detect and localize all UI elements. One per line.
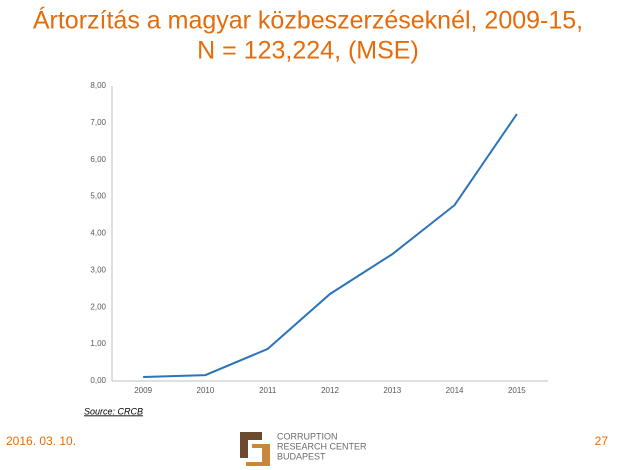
x-tick-label: 2014: [446, 386, 464, 395]
logo-shape: [240, 432, 262, 458]
logo-shape: [246, 444, 270, 466]
y-tick-label: 0,00: [90, 376, 106, 385]
logo-text: RESEARCH CENTER: [277, 441, 367, 451]
x-tick-label: 2015: [508, 386, 526, 395]
x-tick-label: 2009: [134, 386, 152, 395]
x-tick-label: 2013: [383, 386, 401, 395]
logo-text: BUDAPEST: [277, 451, 326, 461]
page-number: 27: [595, 434, 609, 448]
x-tick-label: 2012: [321, 386, 339, 395]
y-tick-label: 8,00: [90, 81, 106, 90]
y-tick-label: 4,00: [90, 229, 106, 238]
y-tick-label: 3,00: [90, 265, 106, 274]
logo: CORRUPTION RESEARCH CENTER BUDAPEST: [240, 431, 367, 466]
slide-title: Ártorzítás a magyar közbeszerzéseknél, 2…: [33, 6, 583, 35]
y-tick-label: 5,00: [90, 192, 106, 201]
date: 2016. 03. 10.: [6, 434, 76, 448]
slide-title: N = 123,224, (MSE): [197, 37, 419, 65]
x-tick-label: 2010: [197, 386, 215, 395]
y-tick-label: 2,00: [90, 302, 106, 311]
data-line: [143, 113, 518, 378]
y-tick-label: 7,00: [90, 118, 106, 127]
y-tick-label: 6,00: [90, 155, 106, 164]
x-tick-label: 2011: [259, 386, 277, 395]
logo-text: CORRUPTION: [277, 431, 338, 441]
y-tick-label: 1,00: [90, 339, 106, 348]
source: Source: CRCB: [84, 406, 143, 416]
